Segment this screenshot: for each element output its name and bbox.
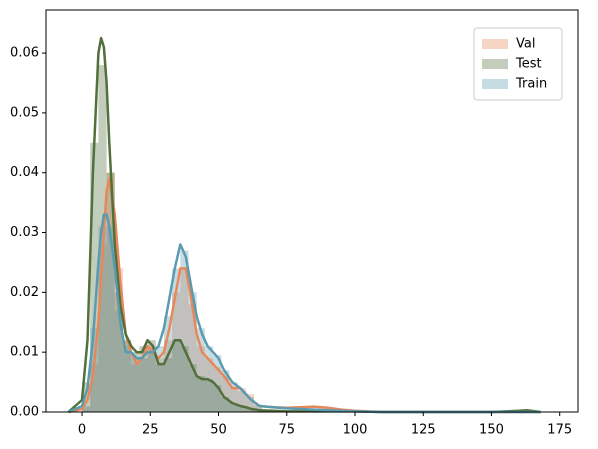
histogram-bar xyxy=(163,316,173,412)
histogram-bar xyxy=(106,172,115,412)
histogram-bar xyxy=(147,346,156,412)
histogram-bar xyxy=(172,292,181,412)
histogram-bar xyxy=(213,367,222,412)
histogram-bar xyxy=(155,364,164,412)
x-tick-label: 150 xyxy=(479,423,504,438)
histogram-bar xyxy=(237,388,246,412)
y-tick-label: 0.03 xyxy=(10,225,39,240)
histogram-bar xyxy=(147,352,156,412)
axes-frame xyxy=(45,9,579,413)
histogram-bar xyxy=(221,370,230,412)
y-tick-label: 0.02 xyxy=(10,285,39,300)
histogram-bar xyxy=(139,358,148,412)
histogram-bar xyxy=(180,346,189,412)
histogram-bar xyxy=(180,268,189,412)
histogram-bar xyxy=(155,346,164,412)
histogram-bar xyxy=(213,385,222,412)
histogram-bar xyxy=(229,382,238,412)
legend-box xyxy=(473,27,563,101)
x-tick-label: 125 xyxy=(411,423,436,438)
histogram-bar xyxy=(188,304,197,412)
y-tick-label: 0.00 xyxy=(10,405,39,420)
histogram-bar xyxy=(90,142,99,412)
histogram-bar xyxy=(131,358,140,412)
histogram-bar xyxy=(213,355,222,412)
histogram-bar xyxy=(253,404,263,412)
y-tick-label: 0.05 xyxy=(10,105,39,120)
legend-swatch xyxy=(482,79,508,89)
histogram-bar xyxy=(188,292,197,412)
histogram-bar xyxy=(98,244,107,412)
histogram-bar xyxy=(122,340,132,412)
histogram-bar xyxy=(147,340,156,412)
histogram-bar xyxy=(221,376,230,412)
histogram-bar xyxy=(196,376,205,412)
histogram-bar xyxy=(122,340,132,412)
histogram-bar xyxy=(188,364,197,412)
histogram-bar xyxy=(204,379,214,412)
histogram-bar xyxy=(122,346,132,412)
y-tick-label: 0.04 xyxy=(10,165,39,180)
x-tick-label: 25 xyxy=(142,423,159,438)
histogram-bar xyxy=(82,382,91,412)
histogram-bar xyxy=(229,388,238,412)
histogram-bar xyxy=(114,268,123,412)
histogram-bar xyxy=(82,407,91,412)
legend-label: Train xyxy=(515,77,547,92)
histogram-bar xyxy=(155,358,164,412)
histogram-bar xyxy=(98,226,107,412)
legend-label: Test xyxy=(515,57,542,72)
histogram-bar xyxy=(114,292,123,412)
histogram-bar xyxy=(139,358,148,412)
histogram-bar xyxy=(82,406,91,412)
histogram-bar xyxy=(237,391,246,412)
legend: Val Test Train xyxy=(473,27,563,101)
kde-line xyxy=(67,213,541,414)
histogram-bar xyxy=(106,226,115,412)
histogram-bar xyxy=(163,358,173,412)
histogram-bar xyxy=(245,407,254,412)
x-tick-label: 50 xyxy=(210,423,227,438)
histogram-bar xyxy=(229,403,238,412)
histogram-bar xyxy=(245,397,254,412)
histogram-bar xyxy=(163,340,173,412)
histogram-bar xyxy=(180,250,189,412)
histogram-bar xyxy=(106,172,115,412)
x-tick-label: 175 xyxy=(547,423,572,438)
histogram-bar xyxy=(90,364,99,412)
histogram-bar xyxy=(253,404,263,412)
x-tick-label: 100 xyxy=(343,423,368,438)
histogram-bar xyxy=(114,310,123,412)
histogram-bar xyxy=(196,328,205,412)
legend-swatch xyxy=(482,39,508,49)
histogram-bar xyxy=(204,358,214,412)
histogram-bar xyxy=(139,346,148,412)
legend-label: Val xyxy=(516,37,535,52)
y-tick-label: 0.06 xyxy=(10,46,39,61)
histogram-bar xyxy=(237,406,246,412)
histogram-bar xyxy=(172,340,181,412)
y-tick-label: 0.01 xyxy=(10,345,39,360)
histogram-bar xyxy=(131,352,140,412)
histogram-bar xyxy=(221,397,230,412)
legend-swatch xyxy=(482,59,508,69)
plot-area xyxy=(67,36,541,414)
x-tick-label: 0 xyxy=(78,423,86,438)
x-tick-label: 75 xyxy=(278,423,295,438)
histogram-bar xyxy=(245,394,254,412)
histogram-bar xyxy=(131,364,140,412)
